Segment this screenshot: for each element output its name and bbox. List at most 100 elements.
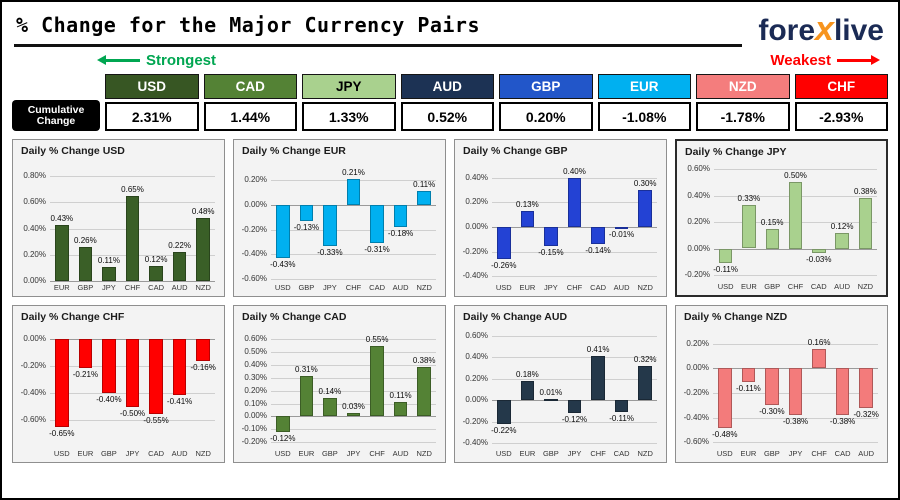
bar-value-label: -0.11% — [736, 383, 761, 393]
x-axis-label: JPY — [125, 449, 140, 459]
bar-value-label: 0.21% — [342, 167, 365, 177]
y-tick-label: 0.20% — [465, 373, 488, 383]
forexlive-logo: forexlive — [758, 10, 884, 48]
chart-plot: 0.40% 0.20% 0.00% -0.20% -0.40% -0.26% USD 0.13… — [463, 165, 657, 292]
x-axis-label: AUD — [858, 449, 875, 459]
x-axis-label: GBP — [763, 449, 780, 459]
bar-cad — [149, 265, 163, 282]
bar-value-label: 0.12% — [144, 254, 168, 264]
chart-usd: Daily % Change USD 0.80% 0.60% 0.40% 0.20% 0… — [12, 139, 225, 298]
currency-code-cad: CAD — [203, 74, 297, 100]
y-tick-label: 0.60% — [687, 164, 710, 174]
currency-column-nzd: NZD -1.78% — [696, 74, 790, 132]
chart-title: Daily % Change CHF — [21, 311, 125, 324]
x-axis-label: EUR — [298, 449, 315, 459]
gridline — [492, 335, 657, 337]
bar-value-label: -0.33% — [317, 247, 343, 257]
chart-nzd: Daily % Change NZD 0.20% 0.00% -0.20% -0.40… — [675, 305, 888, 464]
chart-cad: Daily % Change CAD 0.60% 0.50% 0.40% 0.30% 0… — [233, 305, 446, 464]
bar-jpy — [102, 266, 116, 282]
bar-nzd — [638, 365, 653, 401]
x-axis-label: NZD — [416, 449, 432, 459]
gridline — [271, 377, 436, 379]
bar-gbp — [544, 399, 558, 402]
bar-value-label: -0.43% — [270, 259, 296, 269]
bar-nzd — [196, 218, 211, 282]
bar-value-label: -0.30% — [759, 407, 785, 417]
gridline — [271, 339, 436, 341]
y-tick-label: -0.20% — [684, 270, 710, 280]
chart-jpy: Daily % Change JPY 0.60% 0.40% 0.20% 0.00% -… — [675, 139, 888, 298]
y-tick-label: 0.00% — [244, 411, 267, 421]
x-axis-label: CHF — [787, 282, 804, 292]
chart-title: Daily % Change NZD — [684, 311, 788, 324]
bar-value-label: 0.26% — [74, 236, 97, 246]
bar-usd — [497, 400, 511, 424]
x-axis-label: CAD — [148, 449, 165, 459]
x-axis-label: AUD — [834, 282, 851, 292]
x-axis-label: CAD — [369, 283, 386, 293]
bar-aud — [393, 402, 408, 417]
bar-eur — [742, 204, 756, 249]
bar-usd — [55, 339, 69, 428]
currency-value-eur: -1.08% — [597, 102, 691, 132]
bar-cad — [614, 400, 629, 412]
bar-value-label: -0.03% — [806, 254, 832, 264]
x-axis-label: USD — [495, 449, 512, 459]
strength-legend: Strongest Weakest — [2, 48, 898, 70]
x-axis-label: AUD — [392, 449, 409, 459]
bar-cad — [835, 368, 850, 416]
bar-value-label: 0.48% — [191, 207, 215, 217]
bar-value-label: -0.65% — [49, 429, 75, 439]
x-axis-label: EUR — [53, 283, 70, 293]
y-tick-label: -0.60% — [20, 415, 46, 425]
y-tick-label: -0.40% — [462, 271, 488, 281]
bar-usd — [718, 368, 732, 428]
gridline — [271, 390, 436, 392]
bar-value-label: -0.38% — [782, 417, 809, 427]
bar-nzd — [638, 190, 653, 228]
x-axis-label: GBP — [77, 283, 94, 293]
cumulative-label-line1: Cumulative — [27, 103, 85, 116]
y-tick-label: 0.60% — [465, 330, 488, 340]
bar-jpy — [544, 227, 558, 246]
gridline — [714, 275, 877, 277]
bar-value-label: 0.32% — [633, 354, 657, 364]
y-tick-label: 0.40% — [23, 223, 46, 233]
gridline — [271, 351, 436, 353]
bar-value-label: 0.14% — [318, 387, 342, 397]
currency-code-chf: CHF — [794, 74, 888, 100]
bar-value-label: -0.26% — [491, 261, 517, 271]
bar-value-label: 0.38% — [854, 187, 877, 197]
strongest-text: Strongest — [146, 51, 217, 69]
bar-cad — [370, 204, 384, 244]
bar-cad — [591, 227, 605, 245]
y-tick-label: -0.10% — [241, 424, 267, 434]
gridline — [713, 442, 878, 444]
bar-value-label: -0.41% — [166, 396, 193, 406]
bar-value-label: -0.11% — [609, 413, 634, 423]
header: % Change for the Major Currency Pairs fo… — [2, 2, 898, 48]
bar-chf — [812, 348, 826, 369]
y-tick-label: 0.20% — [244, 385, 267, 395]
cumulative-change-label: Cumulative Change — [12, 100, 100, 132]
y-tick-label: 0.00% — [465, 222, 488, 232]
bar-value-label: 0.38% — [412, 356, 436, 366]
bar-chf — [346, 178, 361, 205]
y-tick-label: 0.00% — [23, 334, 46, 344]
x-axis-label: NZD — [195, 449, 211, 459]
bar-value-label: 0.16% — [807, 337, 831, 347]
currency-value-chf: -2.93% — [794, 102, 888, 132]
currency-column-jpy: JPY 1.33% — [302, 74, 396, 132]
currency-code-jpy: JPY — [302, 74, 396, 100]
x-axis-label: GBP — [298, 283, 315, 293]
currency-code-eur: EUR — [597, 74, 691, 100]
strongest-label: Strongest — [97, 52, 216, 69]
x-axis-label: NZD — [857, 282, 874, 292]
bar-cad — [149, 339, 163, 414]
currency-column-usd: USD 2.31% — [105, 74, 199, 132]
bar-value-label: -0.13% — [293, 222, 320, 232]
y-tick-label: 0.00% — [687, 243, 710, 253]
y-tick-label: -0.20% — [462, 416, 488, 426]
chart-plot: 0.00% -0.20% -0.40% -0.60% -0.65% USD -0.21% EU… — [21, 331, 216, 458]
